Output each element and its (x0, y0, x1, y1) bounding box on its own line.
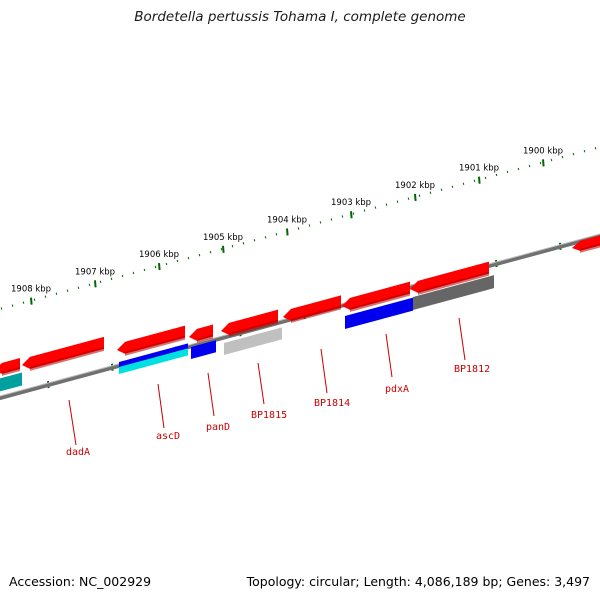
cds-arrow-panD-shade (197, 334, 213, 343)
major-tick (222, 245, 225, 253)
cds-arrow-bp1815-shade (229, 319, 278, 337)
major-tick (542, 159, 545, 167)
gene-label-bp1815[interactable]: BP1815 (251, 410, 287, 421)
cds-arrow-bp1815[interactable] (221, 309, 278, 337)
gene-label-pand[interactable]: panD (206, 422, 230, 433)
genome-summary-text: Topology: circular; Length: 4,086,189 bp… (246, 574, 590, 589)
accession-text: Accession: NC_002929 (9, 574, 152, 589)
cds-arrow-edge-right[interactable] (572, 234, 600, 253)
kbp-label: 1903 kbp (331, 198, 371, 208)
cds-arrow-dadA[interactable] (22, 336, 104, 371)
kbp-label: 1905 kbp (203, 233, 243, 243)
cds-arrow-ascD-shade (125, 335, 185, 356)
cds-arrow-pdxA-body (342, 281, 410, 310)
major-tick (94, 280, 97, 288)
major-tick (30, 297, 33, 305)
cds-arrow-edge-left-shade (2, 366, 20, 376)
leader-line (257, 362, 265, 405)
cds-arrow-ascD-body (117, 325, 185, 354)
cds-arrow-bp1814-shade (291, 305, 341, 323)
kbp-label: 1908 kbp (11, 285, 51, 295)
band-bp1812-gray[interactable] (413, 275, 494, 310)
kbp-label: 1907 kbp (75, 267, 115, 277)
gene-label-bp1812[interactable]: BP1812 (454, 364, 490, 375)
cds-arrow-bp1815-body (221, 309, 278, 335)
cds-arrow-pdxA[interactable] (342, 281, 410, 312)
outer-kbp-ruler: 1908 kbp 1907 kbp 1906 kbp 1905 kbp 1904 kbp… (0, 146, 597, 310)
cds-arrow-edge-left[interactable] (0, 357, 20, 376)
gene-label-bp1814[interactable]: BP1814 (314, 398, 350, 409)
cds-arrow-dadA-shade (30, 346, 104, 371)
cds-arrow-panD[interactable] (189, 324, 213, 343)
gene-labels: dadA ascD panD BP1815 BP1814 pdxA BP1812 (66, 317, 490, 458)
kbp-label: 1904 kbp (267, 216, 307, 226)
band-ascD-cyan[interactable] (119, 348, 188, 374)
cds-arrow-bp1814[interactable] (283, 295, 341, 323)
gene-label-pdxa[interactable]: pdxA (385, 384, 409, 395)
cds-arrow-bp1812[interactable] (410, 261, 489, 295)
band-panD-blue[interactable] (191, 340, 216, 359)
leader-line (320, 348, 328, 394)
kbp-label: 1906 kbp (139, 250, 179, 260)
band-ascD-blue[interactable] (119, 343, 188, 367)
major-tick (158, 262, 161, 271)
cds-arrow-dadA-body (22, 336, 104, 369)
gene-label-dada[interactable]: dadA (66, 447, 90, 458)
band-edge-teal[interactable] (0, 372, 22, 393)
cds-arrow-ascD[interactable] (117, 325, 185, 356)
map-title: Bordetella pertussis Tohama I, complete … (134, 9, 466, 25)
band-pdxA-blue[interactable] (345, 297, 413, 329)
cds-arrow-bp1812-body (410, 261, 489, 293)
gene-label-ascd[interactable]: ascD (156, 431, 180, 442)
major-tick (350, 211, 353, 219)
cds-arrow-edge-right-shade (580, 243, 600, 253)
kbp-label: 1902 kbp (395, 181, 435, 191)
major-tick (286, 228, 289, 236)
major-tick (414, 193, 417, 202)
leader-line (68, 399, 77, 446)
band-bp1815-gray[interactable] (224, 327, 282, 355)
leader-line (385, 333, 393, 378)
leader-line (458, 317, 466, 361)
feature-track (0, 234, 600, 393)
cds-arrow-pdxA-shade (350, 291, 410, 312)
kbp-label: 1901 kbp (459, 164, 499, 174)
cds-arrow-bp1812-shade (418, 271, 489, 295)
leader-line (157, 383, 165, 429)
cds-arrow-bp1814-body (283, 295, 341, 321)
kbp-label: 1900 kbp (523, 146, 563, 156)
leader-line (207, 372, 215, 417)
major-tick (478, 176, 481, 184)
